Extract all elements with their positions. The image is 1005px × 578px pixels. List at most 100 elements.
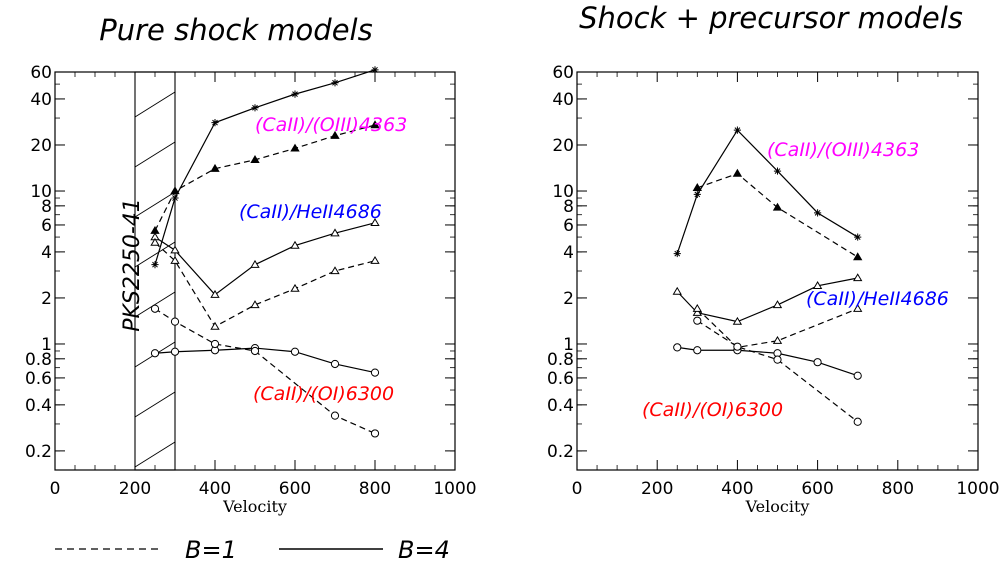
data-point (150, 349, 160, 358)
y-tick-label: 1 (563, 335, 574, 355)
data-point (210, 339, 220, 349)
y-tick-label: 40 (30, 90, 52, 110)
x-tick-label: 1000 (433, 479, 476, 499)
x-tick-label: 600 (801, 479, 833, 499)
x-axis-label: Velocity (745, 497, 810, 516)
x-tick-label: 1000 (956, 479, 999, 499)
y-tick-label: 0.8 (547, 350, 574, 370)
legend: B=1 B=4 (55, 536, 450, 564)
legend-dashed-label: B=1 (185, 536, 237, 564)
data-point (170, 186, 180, 195)
data-point (370, 217, 380, 226)
data-point (692, 303, 702, 312)
x-tick-label: 400 (721, 479, 753, 499)
series-filled-triangle-B1 (150, 120, 380, 234)
y-tick-label: 2 (563, 289, 574, 309)
series-annotation: (CaII)/(OI)6300 (253, 383, 394, 405)
data-point (693, 190, 701, 199)
y-tick-label: 4 (563, 243, 574, 263)
data-point (370, 429, 380, 438)
data-point (331, 79, 339, 87)
x-tick-label: 0 (50, 479, 61, 499)
data-point (693, 346, 702, 355)
data-point (150, 304, 160, 313)
series-open-circle-B1 (693, 316, 862, 426)
series-line (154, 69, 376, 265)
data-point (673, 343, 682, 352)
series-line (696, 320, 859, 423)
data-point (171, 194, 179, 202)
series-open-triangle-B4 (672, 273, 863, 325)
x-axis-label: Velocity (222, 497, 287, 516)
series-line (676, 129, 859, 254)
data-point (330, 130, 340, 139)
data-point (853, 371, 862, 380)
x-tick-label: 200 (119, 479, 151, 499)
series-line (154, 308, 376, 435)
series-line (154, 347, 376, 374)
data-point (251, 104, 259, 112)
x-tick-label: 800 (359, 479, 391, 499)
x-tick-label: 0 (572, 479, 583, 499)
series-annotation: (CaII)/(OI)6300 (642, 399, 783, 421)
data-point (772, 300, 783, 309)
series-line (697, 172, 859, 258)
data-point (692, 307, 702, 316)
x-tick-label: 600 (279, 479, 311, 499)
y-tick-label: 1 (41, 335, 52, 355)
y-tick-label: 20 (30, 136, 52, 156)
series-annotation: (CaII)/(OIII)4363 (255, 114, 407, 136)
data-point (151, 261, 159, 269)
y-tick-label: 0.6 (25, 369, 52, 389)
data-point (692, 182, 702, 191)
series-annotation: (CaII)/HeII4686 (806, 288, 949, 310)
data-point (290, 283, 300, 292)
series-open-triangle-B1 (692, 303, 863, 351)
data-point (773, 167, 782, 175)
data-point (370, 255, 380, 264)
data-point (371, 66, 379, 74)
x-tick-label: 800 (882, 479, 914, 499)
y-tick-label: 40 (552, 90, 574, 110)
data-point (370, 368, 380, 377)
data-point (250, 346, 260, 356)
y-tick-label: 0.2 (25, 442, 52, 462)
y-tick-label: 8 (41, 197, 52, 217)
data-point (693, 316, 702, 325)
data-point (854, 233, 862, 241)
data-point (853, 252, 863, 261)
y-tick-label: 10 (30, 182, 52, 202)
data-point (150, 237, 160, 246)
data-point (170, 255, 180, 264)
data-point (210, 163, 220, 172)
right-panel-title: Shock + precursor models (579, 1, 963, 35)
series-line (676, 277, 858, 323)
left-panel-title: Pure shock models (99, 13, 372, 47)
series-line (154, 242, 376, 328)
series-line (154, 222, 376, 296)
data-point (210, 289, 220, 298)
y-tick-label: 60 (552, 63, 574, 83)
data-point (330, 411, 340, 420)
series-open-circle-B4 (150, 343, 380, 377)
y-tick-label: 0.2 (547, 442, 574, 462)
series-filled-triangle-B1 (692, 168, 863, 261)
data-point (773, 355, 782, 364)
data-point (772, 335, 783, 344)
series-annotation: (CaII)/HeII4686 (239, 201, 382, 223)
series-star-B4 (673, 126, 862, 258)
series-line (677, 346, 858, 377)
data-point (250, 300, 260, 309)
band-label: PKS2250-41 (120, 198, 145, 332)
data-point (733, 342, 742, 351)
y-tick-label: 6 (41, 216, 52, 236)
legend-solid-label: B=4 (398, 536, 450, 564)
data-point (813, 358, 822, 367)
y-tick-label: 8 (563, 197, 574, 217)
x-tick-label: 200 (641, 479, 673, 499)
series-open-triangle-B1 (150, 237, 380, 330)
series-star-B4 (151, 66, 379, 269)
y-tick-label: 60 (30, 63, 52, 83)
